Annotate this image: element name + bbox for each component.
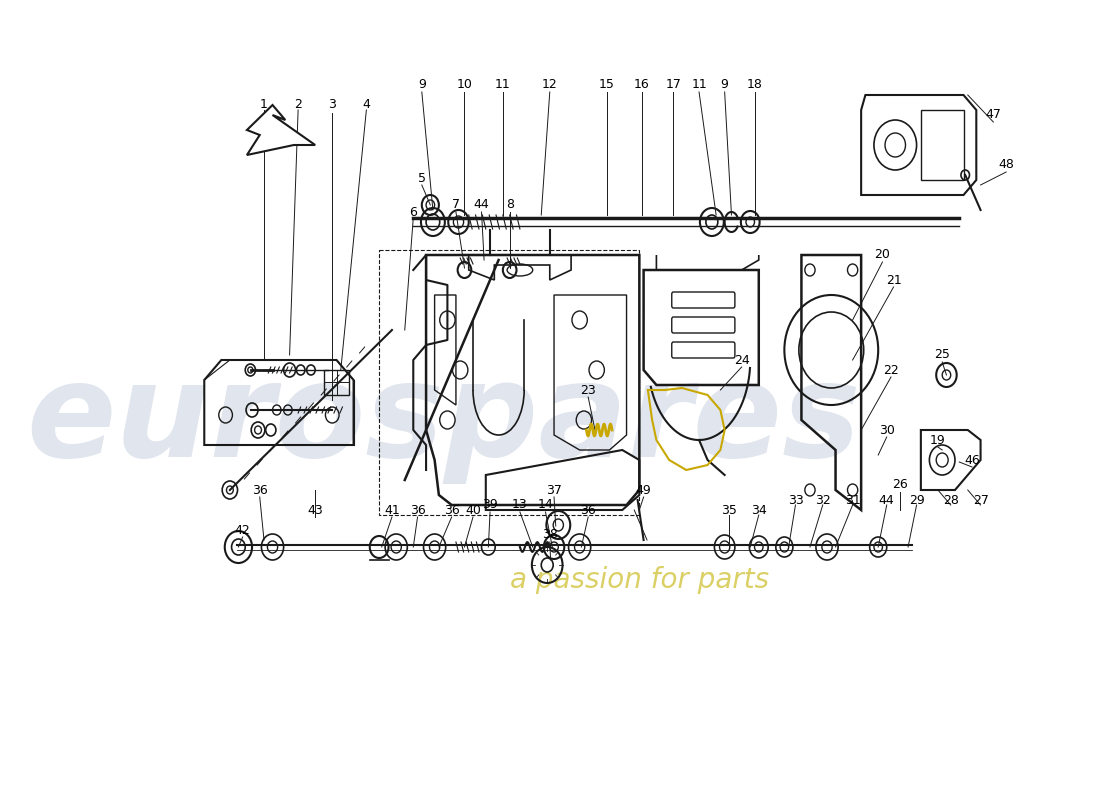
Text: 36: 36 [409,503,426,517]
Text: 46: 46 [965,454,980,466]
Text: 27: 27 [972,494,989,506]
Text: 9: 9 [720,78,728,91]
Text: 10: 10 [456,78,472,91]
Text: 31: 31 [845,494,860,506]
Text: 43: 43 [307,503,323,517]
Text: 8: 8 [506,198,514,211]
Bar [379,250,639,515]
Text: a passion for parts: a passion for parts [509,566,769,594]
Text: 41: 41 [384,503,399,517]
Bar [921,110,964,180]
Text: 17: 17 [666,78,681,91]
Text: 29: 29 [909,494,924,506]
Text: 22: 22 [883,363,899,377]
Text: 36: 36 [581,503,596,517]
Text: 38: 38 [542,529,558,542]
Text: 25: 25 [934,349,950,362]
Text: 49: 49 [636,483,651,497]
Polygon shape [246,105,316,155]
Text: 5: 5 [418,171,426,185]
Text: 36: 36 [443,503,460,517]
Text: 39: 39 [482,498,498,511]
Text: 40: 40 [465,503,481,517]
Text: 16: 16 [634,78,650,91]
Text: 30: 30 [879,423,894,437]
Text: 14: 14 [538,498,553,511]
Text: 15: 15 [600,78,615,91]
Text: 11: 11 [495,78,510,91]
Text: 48: 48 [998,158,1014,171]
Text: 19: 19 [930,434,946,446]
Text: 18: 18 [747,78,762,91]
Text: 35: 35 [720,503,737,517]
Text: 13: 13 [512,498,528,511]
Text: 4: 4 [362,98,371,111]
Text: 33: 33 [788,494,803,506]
Text: 37: 37 [546,483,562,497]
Text: 21: 21 [886,274,901,286]
Text: 47: 47 [986,109,1001,122]
Text: 9: 9 [418,78,426,91]
Text: 44: 44 [474,198,490,211]
Text: 11: 11 [691,78,707,91]
Text: 12: 12 [542,78,558,91]
Text: 2: 2 [294,98,302,111]
Text: 34: 34 [751,503,767,517]
Text: eurospares: eurospares [25,357,860,483]
Text: 20: 20 [874,249,890,262]
Text: 42: 42 [234,523,251,537]
Text: 24: 24 [734,354,749,366]
Bar [323,370,350,395]
Text: 32: 32 [815,494,830,506]
Text: 6: 6 [409,206,417,218]
Text: 36: 36 [252,483,267,497]
Text: 3: 3 [328,98,337,111]
Text: 28: 28 [943,494,959,506]
Text: 7: 7 [452,198,460,211]
Text: 1: 1 [260,98,268,111]
Text: 26: 26 [892,478,907,491]
Text: 23: 23 [581,383,596,397]
Text: 44: 44 [879,494,894,506]
